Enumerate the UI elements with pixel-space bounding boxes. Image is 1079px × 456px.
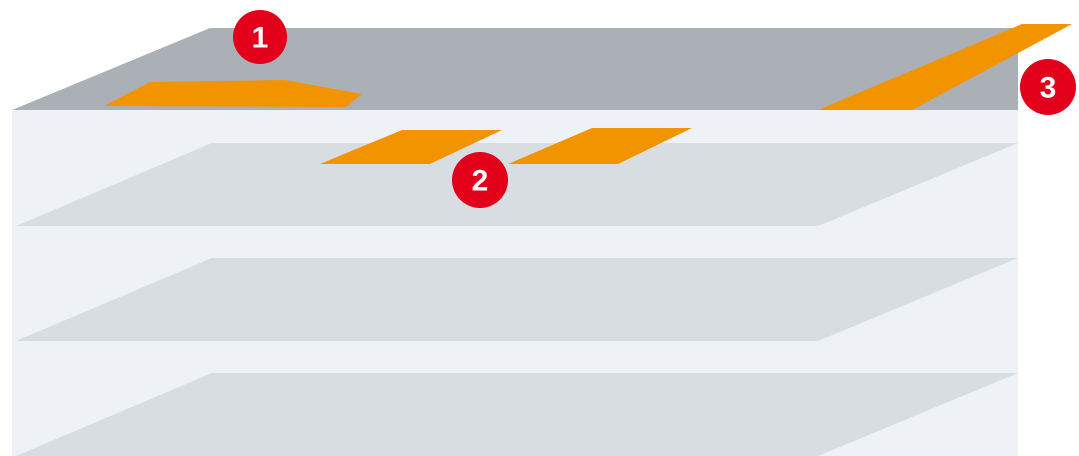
shelf <box>16 258 1018 341</box>
badge <box>233 10 287 64</box>
orange-area <box>818 24 1072 110</box>
badge-label: 2 <box>472 165 489 198</box>
shelf <box>16 143 1018 226</box>
badge <box>1020 59 1076 115</box>
badge <box>452 152 508 208</box>
shelf <box>16 373 1018 456</box>
badge-label: 1 <box>252 22 269 55</box>
orange-area <box>104 80 362 107</box>
orange-area <box>320 130 502 164</box>
badge-label: 3 <box>1040 72 1057 105</box>
orange-area <box>508 128 692 164</box>
